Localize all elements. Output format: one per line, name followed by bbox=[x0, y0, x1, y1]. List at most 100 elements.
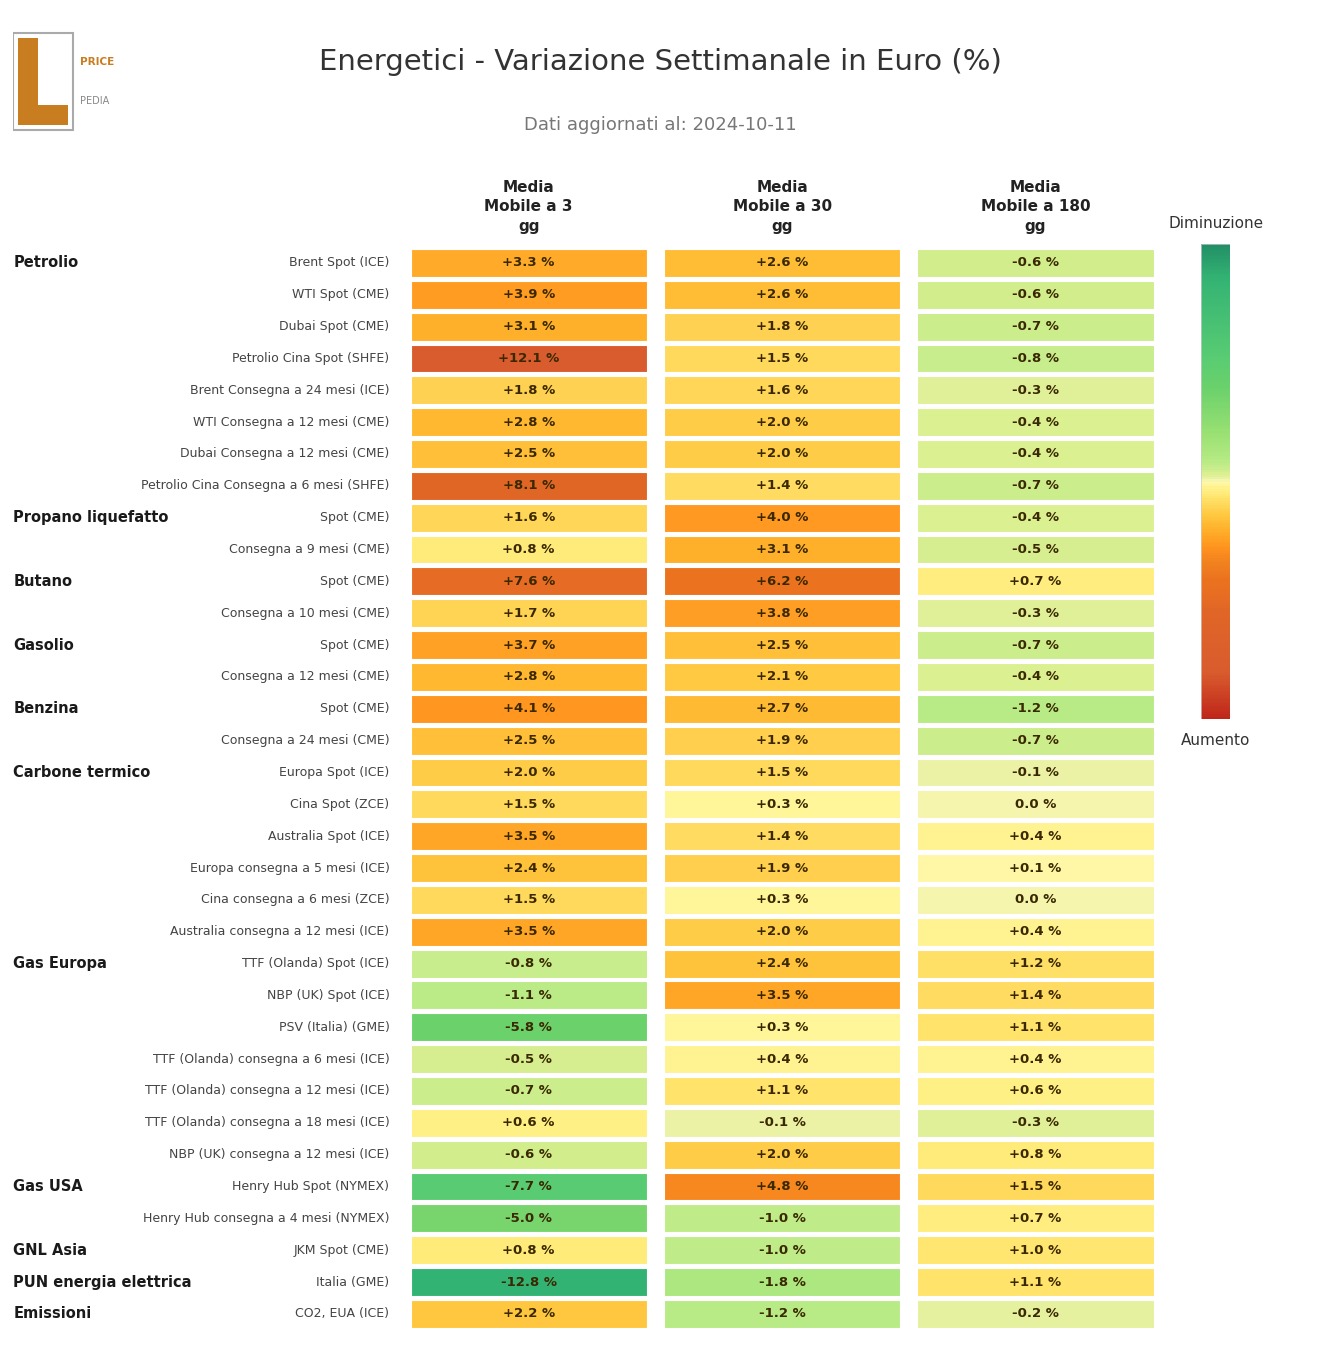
Text: +2.0 %: +2.0 % bbox=[756, 415, 808, 429]
Text: -1.8 %: -1.8 % bbox=[759, 1276, 805, 1289]
Text: +1.2 %: +1.2 % bbox=[1010, 957, 1061, 970]
Bar bbox=[917, 472, 1154, 499]
Text: Energetici - Variazione Settimanale in Euro (%): Energetici - Variazione Settimanale in E… bbox=[318, 47, 1002, 76]
Bar bbox=[1201, 415, 1230, 418]
Text: CO2, EUA (ICE): CO2, EUA (ICE) bbox=[296, 1307, 389, 1320]
Bar bbox=[664, 312, 900, 341]
Bar bbox=[664, 631, 900, 660]
Text: +2.8 %: +2.8 % bbox=[503, 670, 554, 684]
Text: -5.0 %: -5.0 % bbox=[506, 1212, 552, 1225]
Text: -0.3 %: -0.3 % bbox=[1012, 384, 1059, 396]
Bar bbox=[664, 472, 900, 499]
Text: Media
Mobile a 180
gg: Media Mobile a 180 gg bbox=[981, 180, 1090, 233]
Bar bbox=[1201, 449, 1230, 451]
Bar bbox=[664, 1109, 900, 1137]
Text: +3.7 %: +3.7 % bbox=[503, 639, 554, 651]
Text: +2.0 %: +2.0 % bbox=[756, 1148, 808, 1162]
Bar bbox=[664, 1141, 900, 1168]
Bar bbox=[1201, 459, 1230, 460]
Text: Carbone termico: Carbone termico bbox=[13, 765, 150, 780]
Bar bbox=[1201, 427, 1230, 429]
Bar bbox=[1201, 299, 1230, 301]
Text: +0.7 %: +0.7 % bbox=[1010, 575, 1061, 588]
Bar bbox=[917, 312, 1154, 341]
Bar bbox=[1201, 444, 1230, 446]
Bar bbox=[18, 38, 38, 125]
Bar bbox=[1201, 598, 1230, 600]
Text: +3.5 %: +3.5 % bbox=[756, 989, 808, 1001]
Bar bbox=[664, 281, 900, 308]
Bar bbox=[917, 1077, 1154, 1105]
Bar bbox=[1201, 280, 1230, 282]
Text: +0.3 %: +0.3 % bbox=[756, 1020, 808, 1034]
Bar bbox=[1201, 373, 1230, 375]
Text: +3.1 %: +3.1 % bbox=[503, 320, 554, 332]
Bar bbox=[1201, 288, 1230, 289]
Text: +0.4 %: +0.4 % bbox=[1010, 925, 1061, 938]
Bar bbox=[1201, 456, 1230, 457]
Bar bbox=[411, 248, 647, 277]
Bar bbox=[1201, 525, 1230, 527]
Text: +1.4 %: +1.4 % bbox=[756, 479, 808, 493]
Text: +0.8 %: +0.8 % bbox=[503, 1244, 554, 1257]
Bar bbox=[917, 536, 1154, 563]
Bar bbox=[917, 664, 1154, 691]
Bar bbox=[1201, 482, 1230, 484]
Bar bbox=[1201, 662, 1230, 665]
Bar bbox=[1201, 660, 1230, 662]
Bar bbox=[1201, 323, 1230, 326]
Bar bbox=[917, 695, 1154, 723]
Text: -0.8 %: -0.8 % bbox=[1012, 351, 1059, 365]
Bar bbox=[917, 981, 1154, 1010]
Bar bbox=[1201, 639, 1230, 641]
Bar bbox=[1201, 434, 1230, 437]
Bar bbox=[411, 376, 647, 404]
Bar bbox=[411, 408, 647, 436]
Text: +0.3 %: +0.3 % bbox=[756, 798, 808, 811]
Bar bbox=[1201, 546, 1230, 548]
Bar bbox=[1201, 503, 1230, 506]
Text: Europa consegna a 5 mesi (ICE): Europa consegna a 5 mesi (ICE) bbox=[190, 862, 389, 874]
Bar bbox=[411, 281, 647, 308]
Text: +8.1 %: +8.1 % bbox=[503, 479, 554, 493]
Text: Petrolio: Petrolio bbox=[13, 255, 78, 270]
Bar bbox=[1201, 440, 1230, 441]
Bar bbox=[411, 536, 647, 563]
Bar bbox=[1201, 497, 1230, 498]
Text: +0.8 %: +0.8 % bbox=[503, 543, 554, 556]
Bar bbox=[1201, 539, 1230, 541]
Bar bbox=[1201, 349, 1230, 351]
Bar bbox=[1201, 484, 1230, 487]
Bar bbox=[411, 1205, 647, 1232]
Text: -0.6 %: -0.6 % bbox=[1012, 288, 1059, 301]
Bar bbox=[664, 376, 900, 404]
Bar bbox=[411, 631, 647, 660]
Text: +4.1 %: +4.1 % bbox=[503, 703, 554, 715]
Bar bbox=[1201, 712, 1230, 714]
Text: NBP (UK) consegna a 12 mesi (ICE): NBP (UK) consegna a 12 mesi (ICE) bbox=[169, 1148, 389, 1162]
Bar bbox=[1201, 354, 1230, 356]
Bar bbox=[1201, 475, 1230, 478]
Bar bbox=[1201, 467, 1230, 470]
Bar bbox=[1201, 541, 1230, 544]
Bar bbox=[1201, 277, 1230, 280]
Text: +0.4 %: +0.4 % bbox=[756, 1053, 808, 1065]
Bar bbox=[1201, 266, 1230, 267]
Bar bbox=[1201, 408, 1230, 410]
Bar bbox=[917, 1172, 1154, 1201]
Bar bbox=[1201, 615, 1230, 617]
Text: Dati aggiornati al: 2024-10-11: Dati aggiornati al: 2024-10-11 bbox=[524, 115, 796, 134]
Bar bbox=[1201, 441, 1230, 444]
Text: +6.2 %: +6.2 % bbox=[756, 575, 808, 588]
Text: TTF (Olanda) consegna a 18 mesi (ICE): TTF (Olanda) consegna a 18 mesi (ICE) bbox=[145, 1117, 389, 1129]
Bar bbox=[664, 503, 900, 532]
Text: Spot (CME): Spot (CME) bbox=[319, 639, 389, 651]
Bar bbox=[1201, 560, 1230, 562]
Bar bbox=[1201, 536, 1230, 539]
Bar bbox=[664, 727, 900, 754]
Text: -0.1 %: -0.1 % bbox=[1012, 765, 1059, 779]
Bar bbox=[1201, 672, 1230, 674]
Text: +1.4 %: +1.4 % bbox=[1010, 989, 1061, 1001]
Bar bbox=[1201, 581, 1230, 584]
Bar bbox=[1201, 470, 1230, 472]
